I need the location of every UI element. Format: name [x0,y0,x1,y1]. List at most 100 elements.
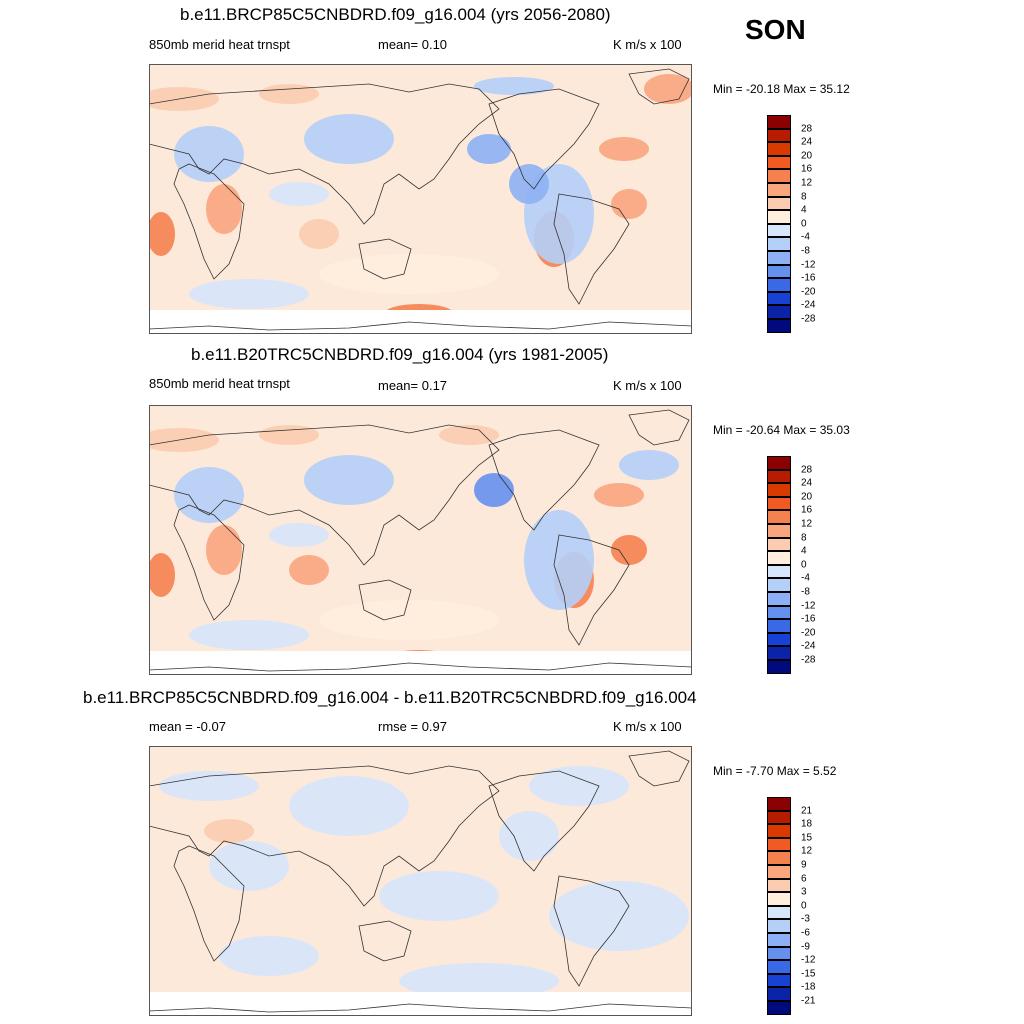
colorbar-tick-label: -24 [801,299,816,311]
colorbar-box [767,196,791,211]
colorbar-tick-label: 20 [801,491,813,503]
colorbar-box [767,469,791,484]
panel-3-minmax: Min = -7.70 Max = 5.52 [713,764,837,778]
field-contour [379,871,499,921]
field-contour [189,620,309,650]
coastline [553,875,630,987]
field-contour [149,212,175,256]
colorbar-box [767,865,791,879]
colorbar-box [767,592,791,606]
colorbar-box [767,483,791,497]
field-contour [174,126,244,182]
colorbar-tick-label: -20 [801,286,816,298]
colorbar-tick-label: 24 [801,136,813,148]
colorbar-box [767,223,791,238]
colorbar-tick-label: 12 [801,845,813,857]
colorbar-box [767,169,791,183]
colorbar-tick-label: 0 [801,900,807,912]
field-contour [529,766,629,806]
panel-3-map [149,746,692,1016]
colorbar-tick-label: 16 [801,163,813,175]
colorbar-tick-label: -6 [801,927,810,939]
colorbar-box [767,646,791,660]
colorbar-tick-label: -15 [801,968,816,980]
field-contour [149,87,219,111]
colorbar-tick-label: 24 [801,477,813,489]
colorbar-box [767,987,791,1001]
panel-3-title: b.e11.BRCP85C5CNBDRD.f09_g16.004 - b.e11… [83,688,697,707]
panel-3-rmse-label: rmse = 0.97 [378,719,448,734]
field-contour [206,184,242,234]
colorbar-box [767,551,791,565]
colorbar-tick-label: -8 [801,245,810,257]
field-contour [289,776,409,836]
field-contour [467,134,511,164]
colorbar-tick-label: 6 [801,873,807,885]
colorbar-box [767,824,791,838]
coastline [149,765,500,907]
field-contour [549,881,689,951]
colorbar-box [767,278,791,292]
colorbar-tick-label: -8 [801,586,810,598]
colorbar-tick-label: -16 [801,613,816,625]
colorbar-box [767,960,791,974]
colorbar-box [767,305,791,319]
panel-2-variable-label: 850mb merid heat trnspt [149,376,290,391]
field-contour [149,428,219,452]
coastline [149,424,500,566]
colorbar-box [767,564,791,579]
field-contour [594,483,644,507]
colorbar-box [767,496,791,511]
coastline [173,504,245,621]
map-frame [149,64,692,334]
colorbar-tick-label: 8 [801,191,807,203]
field-contour [611,189,647,219]
colorbar-tick-label: 0 [801,218,807,230]
field-contour [219,936,319,976]
field-contour [474,77,554,95]
field-contour [159,771,259,801]
coastline [628,750,690,787]
colorbar-tick-label: 20 [801,150,813,162]
panel-3-mean-label: mean = -0.07 [149,719,226,734]
field-contour [399,963,559,999]
field-contour [439,425,499,445]
panel-2-title: b.e11.B20TRC5CNBDRD.f09_g16.004 (yrs 198… [191,345,609,364]
colorbar-box [767,810,791,825]
colorbar-box [767,237,791,251]
panel-2-mean-label: mean= 0.17 [378,378,448,393]
colorbar-tick-label: -20 [801,627,816,639]
field-contour [599,137,649,161]
field-contour [524,510,594,610]
colorbar-box [767,619,791,633]
colorbar-tick-label: 16 [801,504,813,516]
coastline [553,193,630,305]
colorbar-box [767,291,791,306]
colorbar-tick-label: -12 [801,600,816,612]
coastline [358,238,412,280]
field-contour [269,523,329,547]
field-contour [289,555,329,585]
colorbar-box [767,128,791,143]
colorbar-tick-label: 3 [801,886,807,898]
season-label: SON [745,14,806,45]
coastline [488,770,600,872]
coastline [149,321,692,331]
colorbar-tick-label: -21 [801,995,816,1007]
colorbar-box [767,973,791,988]
coastline [358,920,412,962]
coastline [149,83,500,225]
field-contour [269,182,329,206]
coastline [488,88,600,190]
colorbar-tick-label: -16 [801,272,816,284]
colorbar-box [767,510,791,524]
colorbar-tick-label: -28 [801,313,816,325]
colorbar-box [767,878,791,893]
panel-1-variable-label: 850mb merid heat trnspt [149,37,290,52]
colorbar-box [767,155,791,170]
colorbar-box [767,578,791,592]
field-contour [619,450,679,480]
colorbar-tick-label: -12 [801,259,816,271]
field-contour [299,219,339,249]
coastline [149,1003,692,1013]
